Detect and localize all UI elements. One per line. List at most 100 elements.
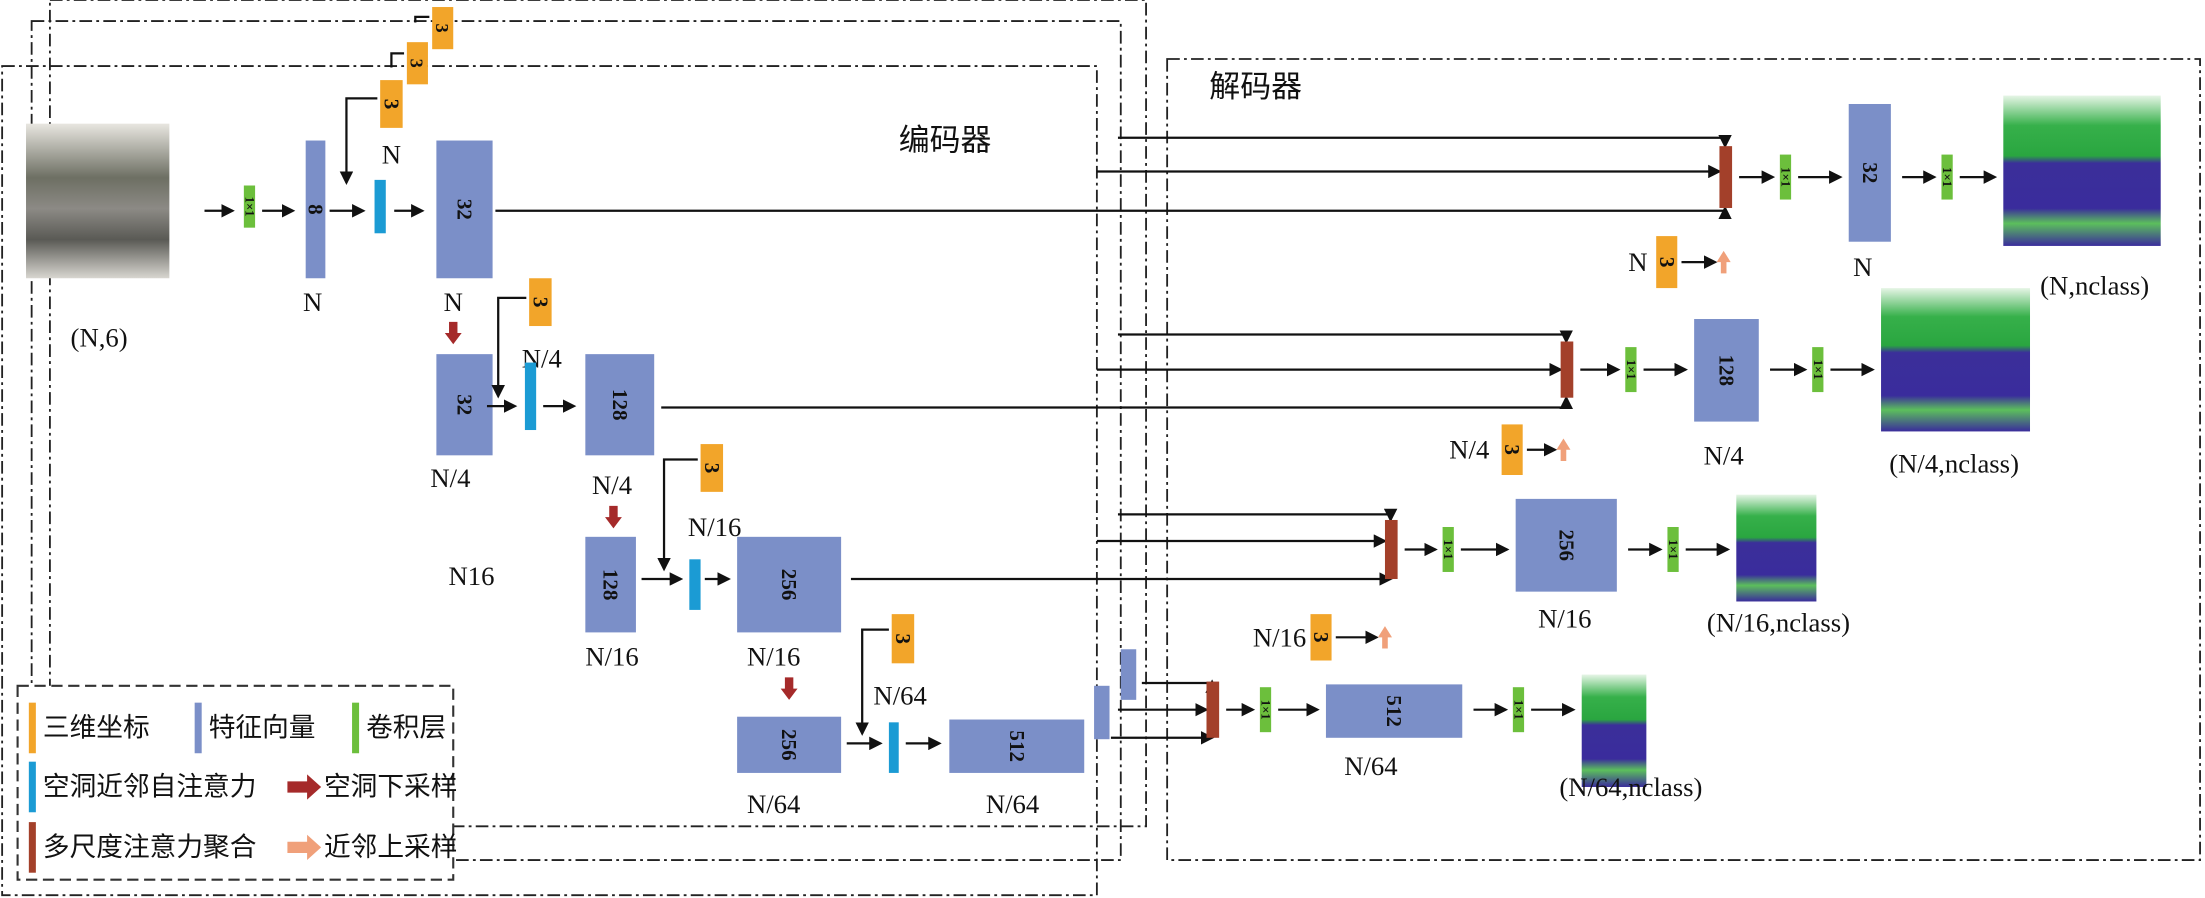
point-count-label: N xyxy=(1628,247,1647,277)
skip-connection-line xyxy=(1117,508,1398,523)
point-count-label: N/4 xyxy=(1449,435,1489,465)
legend-swatch xyxy=(28,822,36,873)
feature-vector-block xyxy=(737,536,842,633)
legend-swatch xyxy=(28,702,36,754)
legend-box xyxy=(16,684,455,881)
feature-vector-block xyxy=(436,140,493,279)
feature-dim-label: 128 xyxy=(599,569,623,601)
legend-label: 卷积层 xyxy=(366,712,446,743)
skip-connection-line xyxy=(1117,134,1732,149)
feature-dim-label: 256 xyxy=(777,569,801,601)
conv-label: 1×1 xyxy=(1259,700,1273,720)
feature-dim-label: 512 xyxy=(1382,695,1406,727)
feature-dim-label: 256 xyxy=(777,729,801,761)
feature-vector-block xyxy=(949,719,1085,773)
skip-connection-line xyxy=(495,205,1732,220)
feature-vector-block xyxy=(585,536,636,633)
attention-block xyxy=(888,722,899,773)
legend-swatch xyxy=(194,702,202,754)
point-count-label: N/4 xyxy=(1704,440,1744,470)
input-point-cloud-image xyxy=(26,123,170,279)
conv-1x1-block xyxy=(1512,687,1525,733)
conv-1x1-block xyxy=(1667,526,1679,572)
segmentation-output-image xyxy=(1736,494,1817,602)
point-count-label: N xyxy=(1853,252,1872,282)
coordinate-dim-label: 3 xyxy=(891,633,915,644)
conv-label: 1×1 xyxy=(1666,540,1680,560)
upsample-arrow xyxy=(1556,438,1571,461)
coordinate-block xyxy=(406,42,428,85)
point-count-label: N/16 xyxy=(688,512,741,542)
coordinate-block xyxy=(529,278,552,327)
point-count-label: N xyxy=(303,287,322,317)
attention-block xyxy=(524,362,537,431)
connector-line xyxy=(414,15,430,23)
point-count-label: N/4 xyxy=(430,463,470,493)
skip-connection-line xyxy=(661,395,1574,409)
coordinate-dim-label: 3 xyxy=(1309,632,1333,643)
decoder-frame xyxy=(1166,58,2201,861)
coordinate-block xyxy=(380,80,403,128)
segmentation-output-image xyxy=(1881,288,2031,432)
point-count-label: N/16 xyxy=(747,641,800,671)
conv-1x1-block xyxy=(1259,687,1272,733)
encoder-frame xyxy=(1,65,1098,897)
coordinate-dim-label: 3 xyxy=(379,99,403,110)
encoder-title: 编码器 xyxy=(899,123,992,159)
encoder-frame-back-1 xyxy=(30,20,1122,861)
upsample-arrow xyxy=(1716,250,1731,274)
legend-arrow-icon xyxy=(287,834,322,861)
output-shape-label: (N/64,nclass) xyxy=(1559,772,1702,802)
feature-dim-label: 32 xyxy=(452,199,476,220)
upsample-arrow xyxy=(1377,626,1392,649)
segmentation-output-image xyxy=(1581,674,1647,787)
conv-label: 1×1 xyxy=(1811,360,1825,380)
point-count-label: N/16 xyxy=(1538,603,1591,633)
feature-dim-label: 128 xyxy=(1714,355,1738,387)
conv-label: 1×1 xyxy=(1624,360,1638,380)
point-count-label: N xyxy=(382,140,401,170)
coordinate-connector xyxy=(657,458,698,572)
multiscale-attention-aggregation-block xyxy=(1719,146,1733,208)
point-count-label: N xyxy=(444,287,463,317)
stray-label: N16 xyxy=(449,561,495,591)
coordinate-dim-label: 3 xyxy=(1655,257,1679,268)
conv-1x1-block xyxy=(1941,154,1953,200)
attention-block xyxy=(689,559,701,610)
legend-label: 多尺度注意力聚合 xyxy=(43,832,257,863)
feature-dim-label: 8 xyxy=(304,204,328,215)
legend-swatch xyxy=(28,761,36,813)
multiscale-attention-aggregation-block xyxy=(1206,681,1220,738)
conv-1x1-block xyxy=(1442,526,1454,572)
downsample-arrow xyxy=(444,321,462,345)
legend-label: 三维坐标 xyxy=(43,712,150,743)
conv-label: 1×1 xyxy=(242,197,256,217)
feature-dim-label: 256 xyxy=(1554,529,1578,561)
legend-label: 空洞下采样 xyxy=(324,771,457,802)
feature-vector-block xyxy=(1325,684,1463,738)
coordinate-dim-label: 3 xyxy=(528,297,552,308)
coordinate-dim-label: 3 xyxy=(407,59,427,68)
conv-label: 1×1 xyxy=(1940,167,1954,187)
input-shape-label: (N,6) xyxy=(71,322,128,352)
feature-dim-label: 128 xyxy=(608,389,632,421)
feature-vector-block xyxy=(1848,103,1891,242)
feature-dim-label: 512 xyxy=(1005,730,1029,762)
feature-dim-label: 32 xyxy=(452,394,476,415)
coordinate-connector xyxy=(491,296,527,399)
decoder-title: 解码器 xyxy=(1209,69,1302,105)
output-shape-label: (N/16,nclass) xyxy=(1707,608,1850,638)
point-count-label: N/64 xyxy=(986,789,1039,819)
coordinate-dim-label: 3 xyxy=(700,463,724,474)
feature-vector-block xyxy=(737,716,842,773)
feature-vector-block xyxy=(585,354,655,456)
conv-1x1-block xyxy=(1779,154,1792,200)
conv-1x1-block xyxy=(243,185,256,228)
coordinate-block xyxy=(1656,236,1678,289)
legend-label: 近邻上采样 xyxy=(324,832,457,863)
legend-label: 空洞近邻自注意力 xyxy=(43,771,257,802)
attention-block xyxy=(374,179,386,234)
legend-swatch xyxy=(352,702,360,754)
multiscale-attention-aggregation-block xyxy=(1560,341,1574,398)
